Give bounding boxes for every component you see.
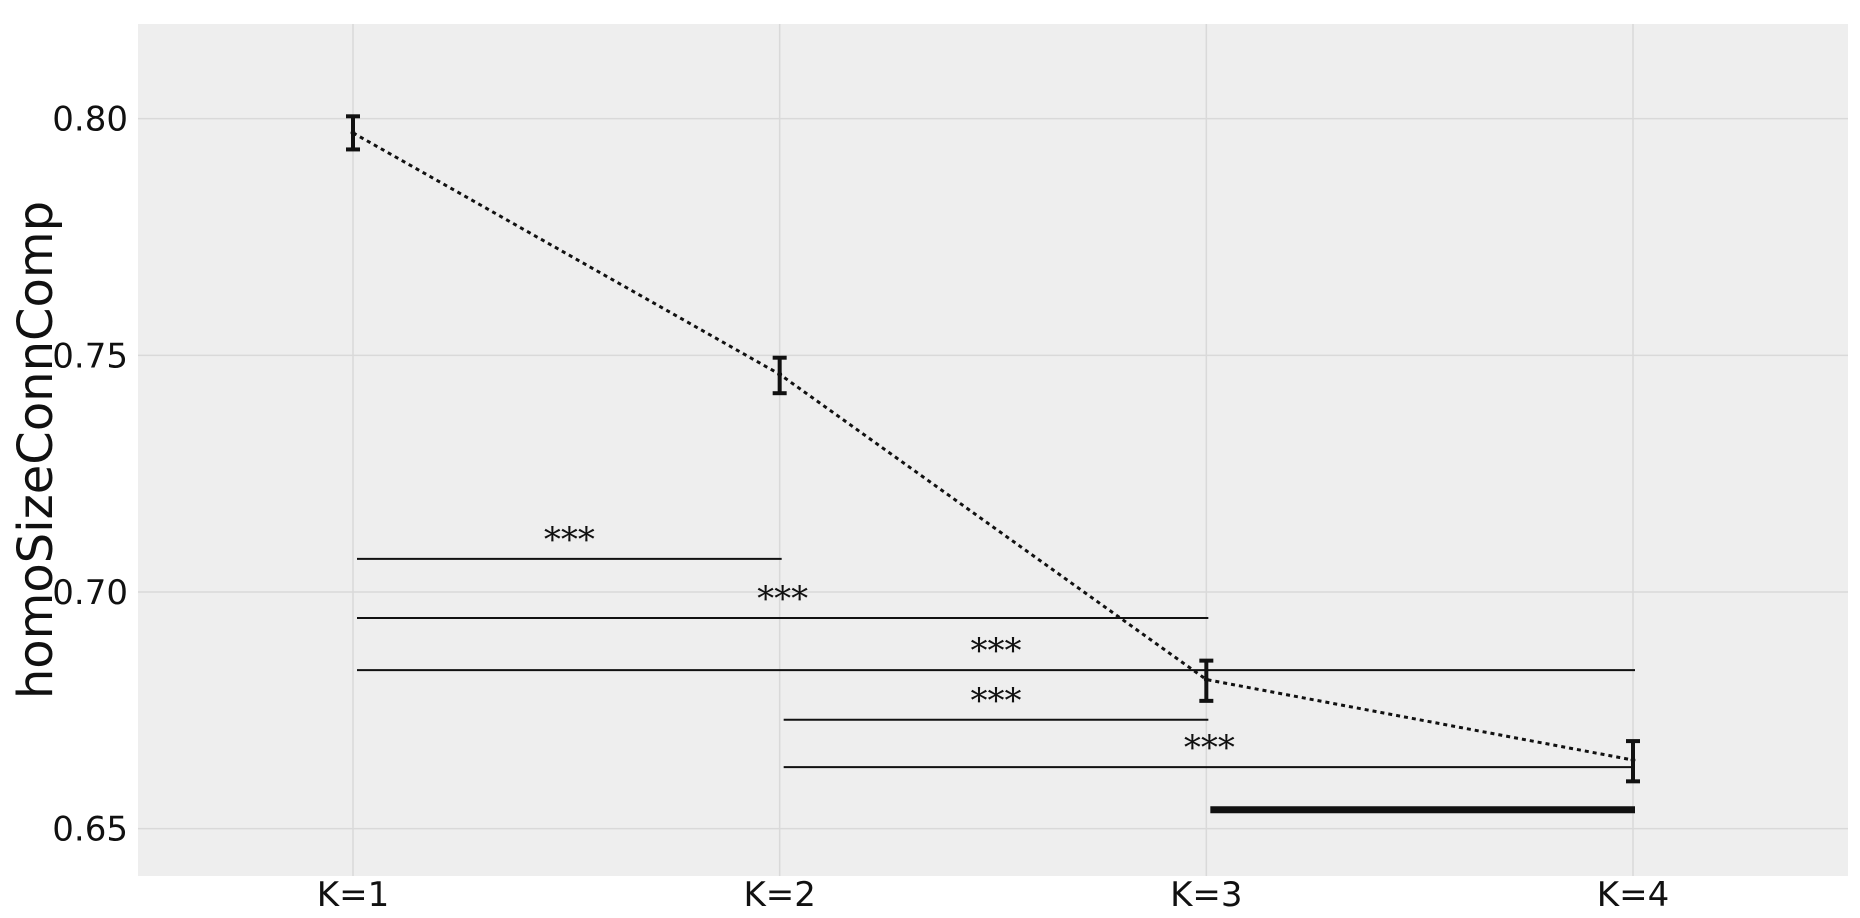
significance-label: *** [757,579,808,619]
y-tick-label: 0.65 [52,810,128,850]
significance-label: *** [1184,728,1235,768]
y-tick-label: 0.75 [52,336,128,376]
data-point [1630,757,1636,763]
y-axis-title: homoSizeConnComp [8,201,64,699]
data-point [350,130,356,136]
x-tick-labels: K=1 K=2 K=3 K=4 [317,875,1669,915]
x-tick-label: K=3 [1170,875,1242,915]
data-point [1203,677,1209,683]
series-line [352,131,1634,762]
series-layer [346,114,1640,784]
x-tick-label: K=4 [1597,875,1669,915]
gridlines [138,24,1848,876]
y-tick-label: 0.70 [52,573,128,613]
significance-label: *** [971,681,1022,721]
x-tick-label: K=1 [317,875,389,915]
significance-label: *** [544,520,595,560]
y-tick-labels: 0.65 0.70 0.75 0.80 [52,100,128,850]
plot-area [138,24,1848,876]
significance-label: *** [971,631,1022,671]
data-point [777,371,783,377]
y-tick-label: 0.80 [52,100,128,140]
significance-brackets: *** *** *** *** *** [357,520,1635,814]
x-tick-label: K=2 [743,875,815,915]
